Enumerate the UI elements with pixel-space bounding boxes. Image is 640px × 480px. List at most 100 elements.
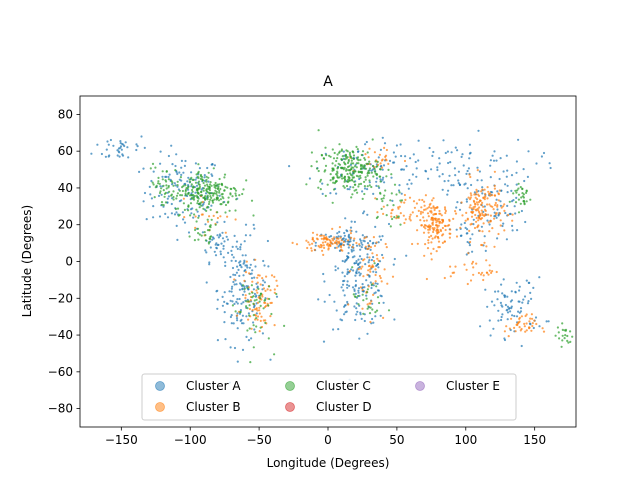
data-point xyxy=(222,201,225,204)
data-point xyxy=(245,305,248,308)
data-point xyxy=(270,274,274,277)
data-point xyxy=(341,259,344,263)
data-point xyxy=(226,215,229,218)
data-point xyxy=(221,237,225,240)
data-point xyxy=(249,361,252,364)
data-point xyxy=(235,271,238,274)
data-point xyxy=(254,295,257,298)
data-point xyxy=(336,172,339,175)
data-point xyxy=(198,206,201,209)
data-point xyxy=(542,151,546,155)
data-point xyxy=(495,198,498,201)
data-point xyxy=(438,209,441,213)
data-point xyxy=(124,141,127,144)
data-point xyxy=(335,237,338,240)
data-point xyxy=(432,247,435,250)
data-point xyxy=(229,192,232,195)
data-point xyxy=(163,195,166,198)
data-point xyxy=(498,212,502,215)
data-point xyxy=(236,298,239,301)
data-point xyxy=(549,166,552,170)
data-point xyxy=(118,151,121,154)
data-point xyxy=(244,294,247,297)
data-point xyxy=(490,300,494,303)
data-point xyxy=(219,187,222,191)
data-point xyxy=(370,300,373,303)
data-point xyxy=(362,212,365,215)
data-point xyxy=(542,330,546,333)
data-point xyxy=(383,146,386,149)
data-point xyxy=(352,239,355,242)
data-point xyxy=(368,160,371,163)
data-point xyxy=(355,260,358,263)
data-point xyxy=(367,305,370,308)
data-point xyxy=(212,194,215,197)
data-point xyxy=(486,219,489,222)
data-point xyxy=(359,261,362,264)
data-point xyxy=(352,162,355,165)
data-point xyxy=(189,214,192,217)
data-point xyxy=(486,186,489,189)
data-point xyxy=(202,207,205,210)
data-point xyxy=(121,142,124,146)
data-point xyxy=(440,214,443,217)
data-point xyxy=(174,184,177,187)
data-point xyxy=(332,167,335,170)
data-point xyxy=(510,200,514,203)
data-point xyxy=(354,183,357,186)
data-point xyxy=(206,218,209,221)
data-point xyxy=(340,248,343,251)
data-point xyxy=(524,330,527,333)
data-point xyxy=(187,176,190,179)
data-point xyxy=(502,278,505,281)
data-point xyxy=(228,209,231,212)
data-point xyxy=(379,192,382,195)
data-point xyxy=(178,213,181,216)
data-point xyxy=(436,226,439,229)
data-point xyxy=(372,293,375,296)
data-point xyxy=(247,300,250,303)
data-point xyxy=(275,279,278,282)
data-point xyxy=(194,191,197,194)
data-point xyxy=(193,213,196,216)
data-point xyxy=(412,153,415,156)
data-point xyxy=(246,266,249,269)
data-point xyxy=(508,200,511,203)
data-point xyxy=(373,151,376,154)
data-point xyxy=(184,192,187,195)
data-point xyxy=(261,277,264,280)
data-point xyxy=(320,244,323,247)
data-point xyxy=(338,230,341,233)
data-point xyxy=(336,166,340,169)
data-point xyxy=(242,274,245,277)
data-point xyxy=(459,234,462,237)
data-point xyxy=(366,188,369,191)
data-point xyxy=(210,184,213,187)
data-point xyxy=(438,157,441,160)
data-point xyxy=(247,339,251,342)
data-point xyxy=(357,289,360,292)
data-point xyxy=(250,337,253,340)
data-point xyxy=(189,180,192,183)
data-point xyxy=(487,190,490,193)
data-point xyxy=(340,246,343,249)
data-point xyxy=(346,156,349,159)
data-point xyxy=(515,183,518,186)
data-point xyxy=(322,272,325,276)
data-point xyxy=(431,223,434,226)
data-point xyxy=(346,272,349,276)
data-point xyxy=(364,158,367,161)
data-point xyxy=(235,300,238,303)
data-point xyxy=(370,171,373,174)
data-point xyxy=(187,185,190,188)
data-point xyxy=(259,283,262,286)
data-point xyxy=(465,172,468,175)
data-point xyxy=(352,249,355,252)
data-point xyxy=(381,178,384,181)
data-point xyxy=(342,185,345,188)
legend-item: Cluster D xyxy=(285,400,372,414)
data-point xyxy=(361,265,364,268)
data-point xyxy=(483,241,486,244)
data-point xyxy=(261,295,264,298)
data-point xyxy=(319,178,323,181)
